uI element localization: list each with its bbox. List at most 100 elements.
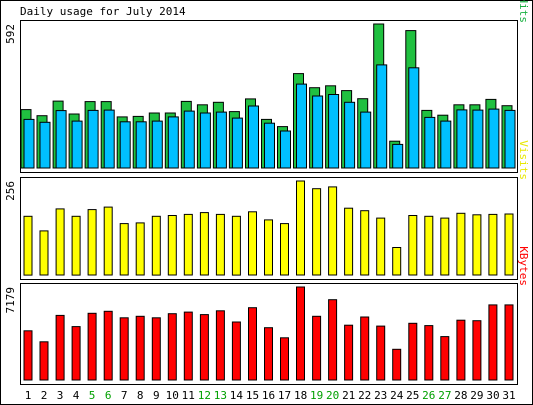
bar-kbytes-day-27 [440, 336, 450, 381]
bar-kbytes-day-14 [231, 321, 241, 381]
y-max-label: 592 [4, 24, 17, 44]
x-tick-label: 7 [121, 389, 128, 402]
x-tick-label: 3 [57, 389, 64, 402]
bar-visits-day-18 [296, 180, 305, 276]
bar-kbytes-day-17 [280, 337, 289, 381]
x-tick-label: 30 [486, 389, 499, 402]
bar-kbytes-day-2 [39, 341, 49, 381]
bar-visits-day-4 [71, 215, 81, 276]
bar-files-day-12 [199, 112, 211, 169]
bar-kbytes-day-16 [264, 327, 273, 381]
bar-files-day-25 [408, 67, 420, 169]
bar-files-day-3 [55, 110, 67, 169]
x-tick-label: 21 [342, 389, 355, 402]
bar-kbytes-day-24 [392, 348, 402, 381]
bar-kbytes-day-19 [312, 315, 322, 381]
y-max-label: 7179 [4, 287, 17, 314]
bar-visits-day-11 [183, 213, 193, 276]
bar-visits-day-8 [135, 222, 145, 276]
x-tick-label: 12 [198, 389, 211, 402]
bar-files-day-23 [376, 64, 388, 169]
x-tick-label: 10 [166, 389, 179, 402]
bar-kbytes-day-11 [183, 311, 193, 381]
x-tick-label: 1 [25, 389, 32, 402]
panel-hits: 592 Pages/Files/Hits [4, 0, 530, 173]
bar-kbytes-day-26 [424, 325, 434, 381]
bar-files-day-8 [135, 121, 147, 169]
x-tick-label: 31 [502, 389, 515, 402]
x-tick-label: 24 [390, 389, 404, 402]
series-kbytes [23, 286, 514, 381]
bar-visits-day-10 [167, 215, 177, 276]
x-tick-label: 27 [438, 389, 451, 402]
bar-visits-day-1 [23, 215, 33, 276]
bar-visits-day-13 [215, 213, 225, 276]
bar-visits-day-6 [103, 206, 113, 276]
bar-kbytes-day-6 [103, 310, 113, 381]
x-tick-label: 28 [454, 389, 467, 402]
panel-visits: 256 Visits [4, 140, 530, 280]
bar-kbytes-day-30 [488, 304, 498, 381]
x-tick-label: 8 [137, 389, 144, 402]
bar-visits-day-19 [312, 188, 322, 276]
bar-files-day-24 [392, 143, 404, 169]
bar-files-day-11 [183, 110, 195, 169]
bar-visits-day-28 [456, 212, 466, 276]
bar-visits-day-15 [248, 211, 257, 276]
bar-files-day-19 [312, 95, 324, 169]
legend-entry: Visits [517, 140, 530, 180]
bar-visits-day-14 [231, 215, 241, 276]
bar-files-day-26 [424, 116, 436, 169]
bar-kbytes-day-22 [360, 316, 370, 381]
x-tick-label: 9 [153, 389, 160, 402]
bar-visits-day-17 [280, 223, 289, 276]
bar-visits-day-9 [151, 215, 161, 276]
bar-kbytes-day-8 [135, 315, 145, 381]
bar-visits-day-3 [55, 208, 65, 276]
bar-visits-day-16 [264, 219, 273, 276]
bar-files-day-4 [71, 120, 83, 169]
bar-visits-day-5 [87, 209, 97, 276]
x-tick-label: 13 [214, 389, 227, 402]
bar-files-day-14 [231, 117, 243, 169]
panels: 592 Pages/Files/Hits 256 Visits 7179 KBytes [4, 0, 530, 385]
bar-kbytes-day-12 [199, 314, 209, 381]
x-tick-label: 2 [41, 389, 48, 402]
bar-visits-day-23 [376, 217, 386, 276]
x-tick-label: 16 [262, 389, 275, 402]
legend-entry: Hits [517, 0, 530, 23]
bar-visits-day-30 [488, 213, 498, 276]
x-axis-labels: 1 2 3 4 5 6 7 8 9 10 11 12 13 14 15 16 17 18 19 20 21 22 23 24 2… [25, 389, 516, 402]
bar-kbytes-day-1 [23, 330, 33, 381]
bar-kbytes-day-13 [215, 310, 225, 381]
bar-visits-day-31 [504, 213, 514, 276]
bar-visits-day-22 [360, 210, 370, 276]
chart-title: Daily usage for July 2014 [20, 5, 186, 18]
bar-files-day-29 [472, 109, 484, 169]
bar-kbytes-day-15 [248, 307, 257, 381]
x-tick-label: 22 [358, 389, 371, 402]
bar-visits-day-20 [328, 186, 338, 276]
bar-kbytes-day-31 [504, 304, 514, 381]
bar-files-day-18 [296, 83, 307, 169]
x-tick-label: 6 [105, 389, 112, 402]
x-tick-label: 5 [89, 389, 96, 402]
bar-visits-day-12 [199, 212, 209, 276]
bar-files-day-6 [103, 109, 115, 169]
bar-files-day-15 [248, 105, 259, 169]
bar-kbytes-day-18 [296, 286, 305, 381]
bar-kbytes-day-7 [119, 317, 129, 381]
bar-files-day-10 [167, 116, 179, 169]
bar-kbytes-day-4 [71, 326, 81, 381]
bar-files-day-17 [280, 130, 291, 169]
y-max-label: 256 [4, 181, 17, 201]
x-tick-label: 19 [310, 389, 323, 402]
bar-files-day-20 [328, 94, 340, 169]
bar-kbytes-day-10 [167, 313, 177, 381]
bar-files-day-21 [344, 101, 356, 169]
bar-files-day-22 [360, 111, 372, 169]
x-tick-label: 20 [326, 389, 339, 402]
bar-files-day-27 [440, 120, 452, 169]
bar-visits-day-29 [472, 214, 482, 276]
